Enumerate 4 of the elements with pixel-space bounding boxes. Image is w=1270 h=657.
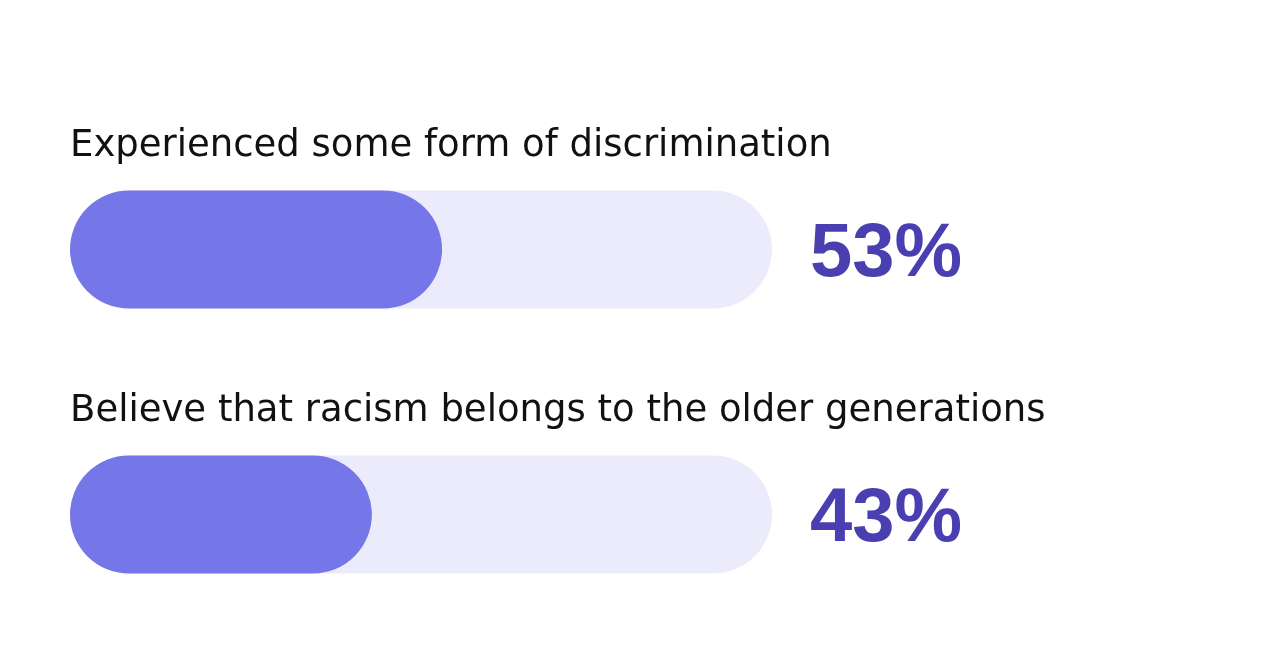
y-tick-label: Believe that racism belongs to the older generations bbox=[70, 386, 1046, 430]
y-tick-label: Experienced some form of discrimination bbox=[70, 121, 832, 165]
data-label: 53% bbox=[810, 207, 963, 292]
data-label: 43% bbox=[810, 472, 963, 557]
